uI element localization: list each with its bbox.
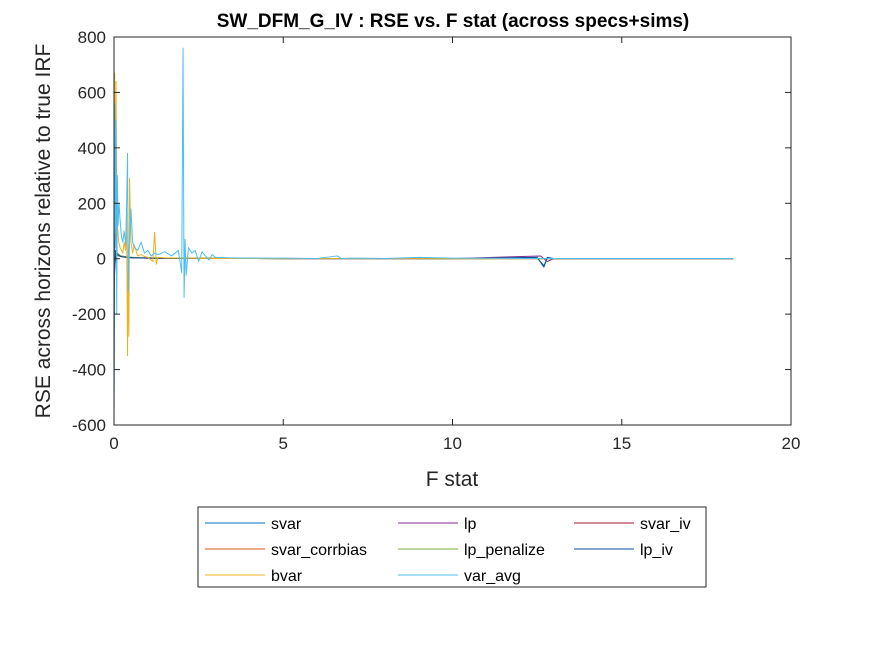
x-tick-label: 15 (612, 434, 631, 453)
y-tick-label: -400 (72, 361, 106, 380)
series-layer (113, 47, 734, 426)
series-line-bvar (113, 72, 734, 357)
legend: svar lp svar_iv svar_corrbias lp_penalize lp_… (197, 506, 707, 588)
x-tick-label: 0 (109, 434, 118, 453)
tick-layer: 0 5 10 15 20 -600 -400 -200 0 200 400 600 800 (72, 28, 800, 453)
legend-label-svar-iv: svar_iv (640, 516, 691, 533)
y-tick-label: 200 (78, 194, 106, 213)
legend-label-lp-penalize: lp_penalize (464, 542, 545, 559)
legend-label-svar-corrbias: svar_corrbias (271, 542, 367, 559)
x-tick-label: 5 (279, 434, 288, 453)
legend-label-lp: lp (464, 516, 477, 533)
legend-label-var-avg: var_avg (464, 568, 521, 585)
x-axis-label: F stat (426, 468, 479, 491)
x-tick-label: 10 (443, 434, 462, 453)
y-tick-label: 0 (97, 250, 106, 269)
y-tick-label: -200 (72, 305, 106, 324)
chart-title: SW_DFM_G_IV : RSE vs. F stat (across spe… (217, 11, 690, 32)
y-tick-label: -600 (72, 416, 106, 435)
legend-label-lp-iv: lp_iv (640, 542, 673, 559)
x-tick-label: 20 (782, 434, 801, 453)
legend-box (197, 506, 707, 588)
y-tick-label: 800 (78, 28, 106, 47)
y-axis-label: RSE across horizons relative to true IRF (32, 44, 55, 419)
plot-area (114, 37, 791, 425)
y-tick-label: 600 (78, 83, 106, 102)
legend-label-svar: svar (271, 516, 302, 533)
y-tick-label: 400 (78, 139, 106, 158)
series-line-var-avg (113, 47, 734, 329)
legend-label-bvar: bvar (271, 568, 303, 585)
